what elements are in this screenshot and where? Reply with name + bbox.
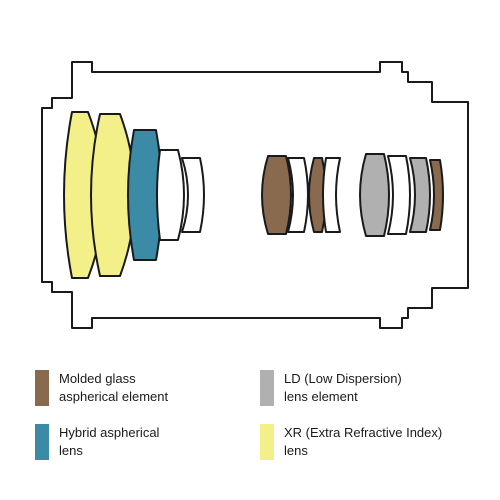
legend-swatch	[260, 424, 274, 460]
plain-element-1	[157, 150, 184, 240]
legend-swatch	[35, 424, 49, 460]
plain-element-5	[388, 156, 410, 234]
legend-swatch	[260, 370, 274, 406]
ld-element-1	[360, 154, 389, 236]
legend-swatch	[35, 370, 49, 406]
legend-label-line2: lens	[284, 442, 442, 460]
legend-label-line1: LD (Low Dispersion)	[284, 370, 402, 388]
legend-label-line1: Hybrid aspherical	[59, 424, 159, 442]
legend-label-line2: aspherical element	[59, 388, 168, 406]
legend-item-hybrid_aspherical: Hybrid asphericallens	[35, 424, 240, 460]
plain-element-4	[323, 158, 340, 232]
legend-label: Molded glassaspherical element	[59, 370, 168, 405]
legend-item-ld_low_dispersion: LD (Low Dispersion)lens element	[260, 370, 465, 406]
molded-element-3	[430, 160, 443, 230]
legend-label-line2: lens element	[284, 388, 402, 406]
legend-label-line2: lens	[59, 442, 159, 460]
legend-label-line1: XR (Extra Refractive Index)	[284, 424, 442, 442]
plain-element-2	[182, 158, 204, 232]
legend-label-line1: Molded glass	[59, 370, 168, 388]
ld-element-2	[410, 158, 430, 232]
legend-label: Hybrid asphericallens	[59, 424, 159, 459]
lens-cross-section-svg	[30, 50, 470, 340]
legend: Molded glassaspherical element LD (Low Di…	[35, 370, 465, 460]
legend-label: LD (Low Dispersion)lens element	[284, 370, 402, 405]
legend-item-molded_glass_aspherical: Molded glassaspherical element	[35, 370, 240, 406]
molded-element-1	[262, 156, 291, 234]
lens-diagram	[30, 50, 470, 340]
legend-item-xr_extra_refractive: XR (Extra Refractive Index)lens	[260, 424, 465, 460]
legend-label: XR (Extra Refractive Index)lens	[284, 424, 442, 459]
